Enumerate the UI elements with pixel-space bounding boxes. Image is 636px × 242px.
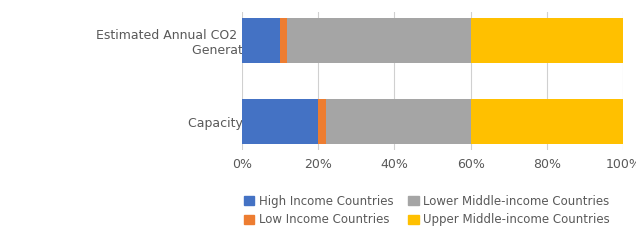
Bar [287, 18, 471, 63]
Legend: High Income Countries, Low Income Countries, Lower Middle-income Countries, Uppe: High Income Countries, Low Income Countr… [244, 195, 610, 227]
Bar [242, 99, 318, 144]
Bar [326, 99, 471, 144]
Bar [242, 18, 280, 63]
Bar [471, 18, 623, 63]
Bar [471, 99, 623, 144]
Bar [280, 18, 287, 63]
Bar [318, 99, 326, 144]
